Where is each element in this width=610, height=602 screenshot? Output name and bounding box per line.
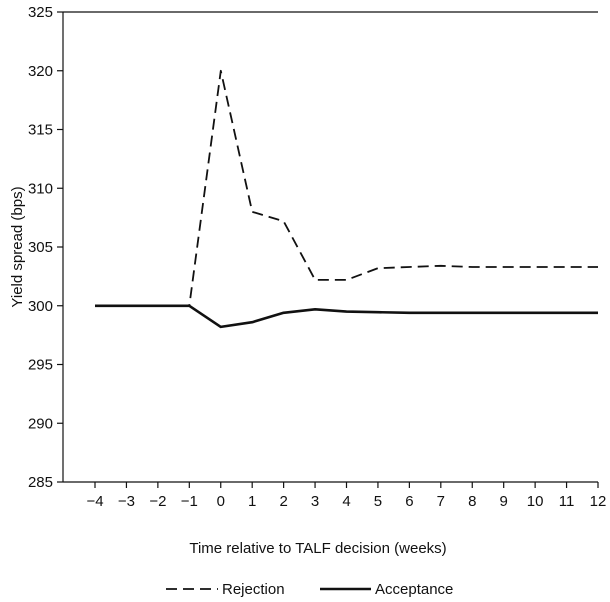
y-tick-label: 310 [28,180,53,197]
x-tick-label: 11 [559,493,575,510]
y-tick-label: 320 [28,63,53,80]
x-tick-label: 10 [527,493,544,510]
x-tick-label: 3 [311,493,319,510]
series-layer [95,69,598,329]
x-tick-label: −1 [181,493,198,510]
series-line-acceptance [95,304,598,329]
y-tick-label: 300 [28,298,53,315]
x-tick-label: 5 [374,493,382,510]
x-tick-label: 2 [279,493,287,510]
x-tick-label: 7 [437,493,445,510]
x-tick-label: −3 [118,493,135,510]
legend-label-acceptance: Acceptance [375,581,453,598]
y-tick-label: 325 [28,4,53,21]
y-tick-label: 290 [28,415,53,432]
legend: Rejection Acceptance [166,581,453,598]
y-tick-label: 315 [28,122,53,139]
y-tick-label: 305 [28,239,53,256]
plot-frame [62,11,598,483]
x-tick-label: 1 [248,493,256,510]
series-line-rejection [95,69,598,307]
x-axis-title: Time relative to TALF decision (weeks) [189,540,446,557]
y-tick-label: 295 [28,357,53,374]
y-tick-label: 285 [28,474,53,491]
y-axis: 285 290 295 300 305 310 315 320 325 [28,4,63,491]
x-tick-label: −4 [86,493,103,510]
x-tick-label: 12 [590,493,607,510]
x-tick-label: 9 [500,493,508,510]
x-tick-label: 4 [342,493,350,510]
x-tick-label: 6 [405,493,413,510]
y-axis-title: Yield spread (bps) [9,186,26,307]
x-tick-label: −2 [149,493,166,510]
x-tick-label: 8 [468,493,476,510]
x-tick-label: 0 [217,493,225,510]
legend-label-rejection: Rejection [222,581,285,598]
x-axis: −4 −3 −2 −1 0 1 2 3 4 5 6 7 8 9 10 11 12 [86,482,606,510]
